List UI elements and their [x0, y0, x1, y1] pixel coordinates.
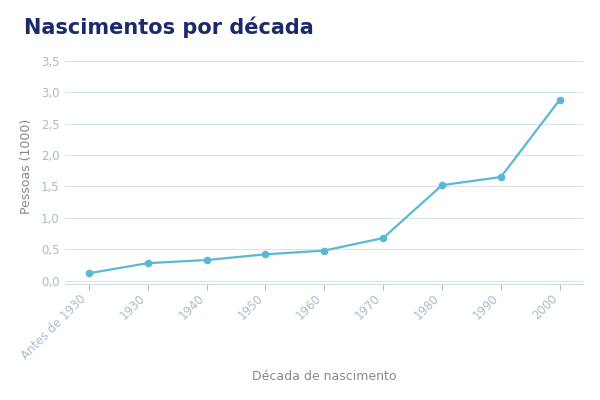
X-axis label: Década de nascimento: Década de nascimento [252, 370, 397, 383]
Text: Nascimentos por década: Nascimentos por década [24, 17, 314, 38]
Y-axis label: Pessoas (1000): Pessoas (1000) [20, 118, 33, 214]
